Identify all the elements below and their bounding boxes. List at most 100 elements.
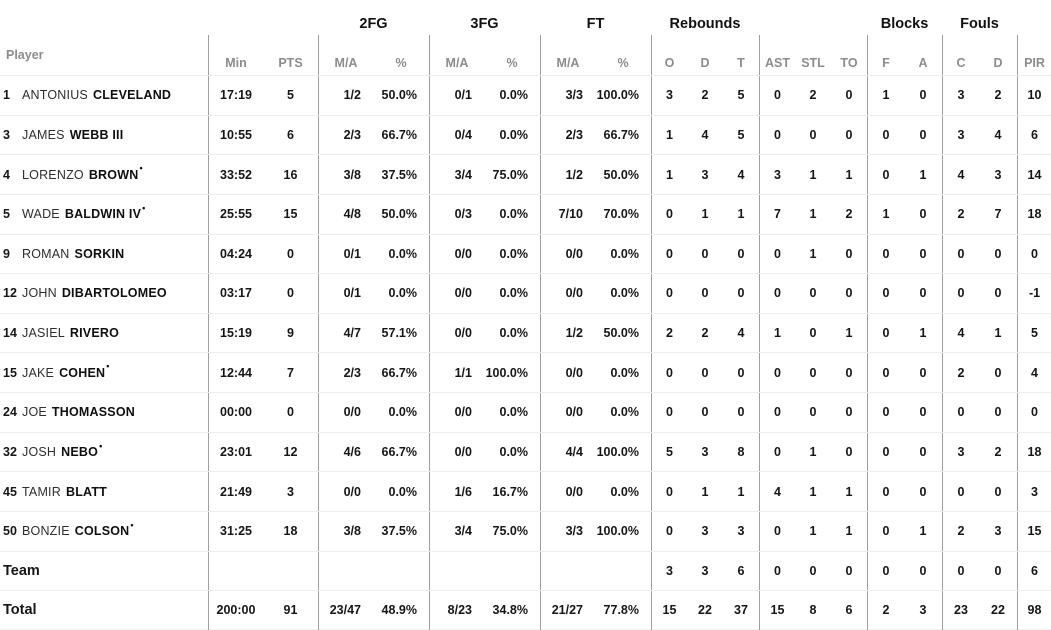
3fg-ma-column-header: M/A <box>429 35 484 75</box>
stat-ft-pct: 77.8% <box>603 603 639 618</box>
stat-stl: 1 <box>809 167 817 182</box>
stat-pts: 0 <box>287 286 294 301</box>
stat-foul-d: 3 <box>994 524 1002 539</box>
stat-to: 0 <box>845 563 853 578</box>
stat-pir: 4 <box>1017 353 1051 392</box>
stat-ft-ma: 0/0 <box>540 353 595 392</box>
stat-block-f: 0 <box>867 313 904 353</box>
pts-column-header: PTS <box>278 56 303 70</box>
stat-ast: 0 <box>759 511 795 551</box>
stat-block-f: 0 <box>867 432 904 472</box>
player-name: WADE BALDWIN IV • <box>22 195 208 234</box>
stat-3fg-pct: 0.0% <box>499 127 529 142</box>
stat-to: 0 <box>845 88 853 103</box>
player-row: 32 JOSH NEBO • 23:01 12 4/6 66.7% 0/0 0.0% 4/4 100.… <box>0 431 1051 472</box>
player-last-name: WEBB III <box>69 127 124 142</box>
player-last-name: NEBO <box>61 444 99 459</box>
player-row: 12 JOHN DIBARTOLOMEO 03:17 0 0/1 0.0% 0/0 0.0% 0/… <box>0 273 1051 313</box>
player-row: 1 ANTONIUS CLEVELAND 17:19 5 1/2 50.0% 0/1 0.0% 3… <box>0 75 1051 115</box>
stat-block-f: 1 <box>867 194 904 234</box>
stat-3fg-pct: 75.0% <box>492 524 528 539</box>
jersey-number: 5 <box>3 207 10 222</box>
stat-reb-d: 3 <box>701 444 709 459</box>
stat-foul-c: 2 <box>942 511 979 551</box>
stat-ft-ma: 2/3 <box>540 115 595 155</box>
stat-2fg-ma: 3/8 <box>318 511 373 551</box>
stat-pir: 10 <box>1017 76 1051 115</box>
stat-to: 1 <box>845 326 853 341</box>
stat-ast: 0 <box>759 234 795 274</box>
stat-2fg-pct: 66.7% <box>381 365 417 380</box>
stat-stl: 8 <box>809 603 817 618</box>
stat-reb-o: 1 <box>651 115 687 155</box>
block-f-column-header: F <box>867 35 904 75</box>
stat-to: 0 <box>845 405 853 420</box>
stat-2fg-ma: 4/6 <box>318 432 373 472</box>
stat-min: 23:01 <box>208 432 263 472</box>
stat-ast: 3 <box>759 155 795 194</box>
stat-3fg-pct: 0.0% <box>499 405 529 420</box>
stat-reb-t: 0 <box>737 246 745 261</box>
stat-ast: 0 <box>759 274 795 313</box>
stat-min: 33:52 <box>208 155 263 194</box>
stat-pts: 6 <box>287 127 294 142</box>
stat-3fg-ma: 0/0 <box>429 234 484 274</box>
stat-ft-pct: 0.0% <box>610 286 640 301</box>
player-row: 9 ROMAN SORKIN 04:24 0 0/1 0.0% 0/0 0.0% 0/0 0.0% 0… <box>0 233 1051 274</box>
stat-foul-c: 3 <box>942 76 979 115</box>
player-row: 5 WADE BALDWIN IV • 25:55 15 4/8 50.0% 0/3 0.0% 7/… <box>0 193 1051 234</box>
player-first-name: JOE <box>22 405 47 420</box>
stat-foul-c: 4 <box>942 155 979 194</box>
player-name: JAMES WEBB III <box>22 116 208 155</box>
stat-2fg-pct: 0.0% <box>388 405 418 420</box>
stat-2fg-ma: 0/0 <box>318 393 373 432</box>
stat-3fg-ma: 1/6 <box>429 472 484 511</box>
stat-reb-o: 0 <box>651 511 687 551</box>
stat-2fg-pct: 37.5% <box>381 167 417 182</box>
stat-ft-ma: 0/0 <box>540 393 595 432</box>
player-first-name: JOHN <box>22 286 57 301</box>
stat-stl: 0 <box>809 563 817 578</box>
stat-pts: 91 <box>283 603 298 618</box>
stat-reb-o: 0 <box>651 393 687 432</box>
stat-block-a: 1 <box>919 167 927 182</box>
stat-reb-t: 0 <box>737 405 745 420</box>
stat-ft-pct: 0.0% <box>610 484 640 499</box>
player-name: ANTONIUS CLEVELAND <box>22 76 208 115</box>
stat-block-f: 0 <box>867 551 904 591</box>
ft-group-header: FT <box>586 16 605 32</box>
stat-stl: 1 <box>809 246 817 261</box>
stat-ast: 7 <box>759 194 795 234</box>
stat-ft-ma: 1/2 <box>540 155 595 194</box>
jersey-number: 4 <box>3 167 10 182</box>
stat-block-a: 0 <box>919 127 927 142</box>
stat-block-f: 0 <box>867 155 904 194</box>
stat-reb-o: 0 <box>651 472 687 511</box>
stat-reb-o: 5 <box>651 432 687 472</box>
stat-foul-d: 1 <box>994 326 1002 341</box>
stat-pir: 15 <box>1017 511 1051 551</box>
team-row: Team 3 3 6 0 0 0 0 0 0 0 6 <box>0 550 1051 591</box>
stat-block-a: 0 <box>919 365 927 380</box>
stat-foul-d: 2 <box>994 444 1002 459</box>
stat-block-a: 0 <box>919 207 927 222</box>
stat-3fg-ma: 0/0 <box>429 393 484 432</box>
jersey-number: 12 <box>3 286 17 301</box>
player-name: JOE THOMASSON <box>22 393 208 432</box>
reb-t-column-header: T <box>737 56 745 70</box>
stat-to: 0 <box>845 127 853 142</box>
stat-reb-d: 3 <box>701 524 709 539</box>
player-first-name: JASIEL <box>22 326 65 341</box>
stat-reb-o: 15 <box>651 591 687 630</box>
stat-reb-d: 3 <box>701 167 709 182</box>
3fg-group-header: 3FG <box>470 16 499 32</box>
stat-2fg-ma <box>318 551 373 591</box>
foul-c-column-header: C <box>942 35 979 75</box>
stat-ft-pct: 50.0% <box>603 326 639 341</box>
starter-marker-icon: • <box>142 202 146 213</box>
stat-to: 6 <box>845 603 853 618</box>
jersey-number: 1 <box>3 88 10 103</box>
stat-pts: 5 <box>287 88 294 103</box>
jersey-number: 32 <box>3 444 17 459</box>
stat-pir: -1 <box>1017 274 1051 313</box>
